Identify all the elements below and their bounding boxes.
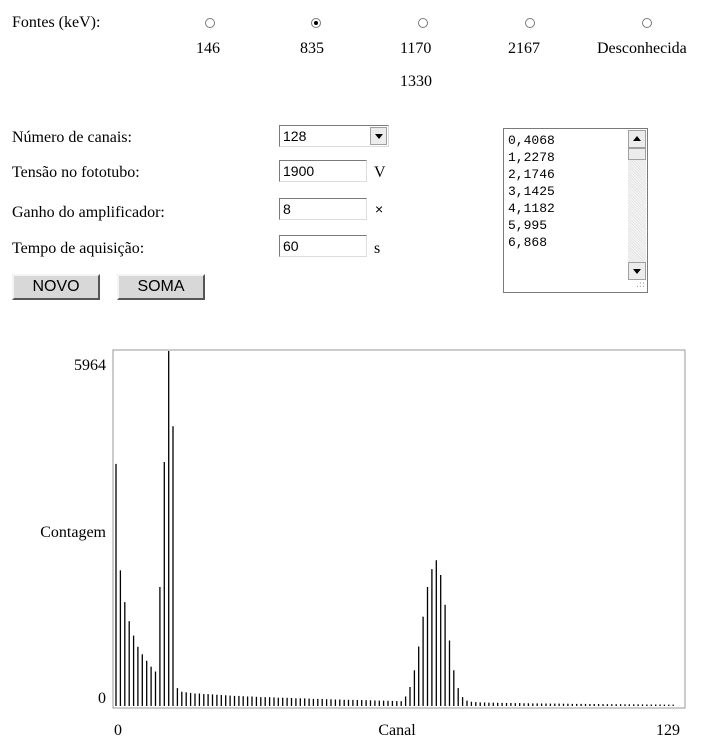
x-axis-label: Canal bbox=[378, 722, 416, 739]
y-tick-label-max: 5964 bbox=[74, 357, 106, 374]
gain-value: 8 bbox=[283, 201, 291, 217]
source-option-label: 2167 bbox=[508, 40, 540, 57]
voltage-input[interactable]: 1900 bbox=[279, 160, 367, 182]
channels-label: Número de canais: bbox=[12, 129, 132, 146]
counts-lines: 0,4068 1,2278 2,1746 3,1425 4,1182 5,995… bbox=[508, 132, 555, 251]
gain-input[interactable]: 8 bbox=[279, 198, 367, 220]
time-unit: s bbox=[374, 240, 381, 257]
radio-button[interactable] bbox=[418, 18, 428, 28]
counts-line: 6,868 bbox=[508, 235, 548, 250]
x-tick-label-min: 0 bbox=[114, 722, 122, 739]
time-input[interactable]: 60 bbox=[279, 235, 367, 257]
counts-line: 3,1425 bbox=[508, 184, 555, 199]
radio-button[interactable] bbox=[205, 18, 215, 28]
scroll-up-icon[interactable] bbox=[628, 130, 646, 148]
radio-button-selected[interactable] bbox=[311, 18, 321, 28]
counts-line: 0,4068 bbox=[508, 133, 555, 148]
source-option-label: Desconhecida bbox=[597, 40, 687, 57]
y-tick-label-min: 0 bbox=[98, 690, 106, 707]
channels-select[interactable]: 128 bbox=[279, 125, 389, 147]
plot-area bbox=[112, 349, 686, 709]
source-option-label-line2: 1330 bbox=[400, 73, 432, 90]
gain-unit: × bbox=[375, 201, 384, 217]
scroll-thumb[interactable] bbox=[628, 148, 646, 160]
sum-button[interactable]: SOMA bbox=[117, 274, 205, 300]
gain-label: Ganho do amplificador: bbox=[12, 204, 165, 221]
voltage-unit: V bbox=[374, 164, 386, 181]
counts-line: 5,995 bbox=[508, 218, 548, 233]
sources-label: Fontes (keV): bbox=[12, 14, 101, 31]
counts-line: 4,1182 bbox=[508, 201, 555, 216]
radio-button[interactable] bbox=[525, 18, 535, 28]
channels-value: 128 bbox=[283, 128, 307, 144]
bars-group bbox=[115, 351, 674, 706]
counts-textarea[interactable]: 0,4068 1,2278 2,1746 3,1425 4,1182 5,995… bbox=[503, 128, 648, 293]
vertical-scrollbar[interactable] bbox=[628, 130, 646, 280]
scroll-down-icon[interactable] bbox=[628, 262, 646, 280]
source-option-label: 146 bbox=[196, 40, 220, 57]
voltage-label: Tensão no fototubo: bbox=[12, 164, 140, 181]
time-value: 60 bbox=[283, 238, 299, 254]
counts-line: 1,2278 bbox=[508, 150, 555, 165]
y-axis-label: Contagem bbox=[40, 524, 106, 541]
x-tick-label-max: 129 bbox=[656, 722, 680, 739]
source-option-label: 835 bbox=[300, 40, 324, 57]
new-button[interactable]: NOVO bbox=[12, 274, 100, 300]
source-option-label: 1170 bbox=[400, 40, 432, 57]
voltage-value: 1900 bbox=[283, 163, 315, 179]
chevron-down-icon[interactable] bbox=[370, 127, 387, 145]
counts-line: 2,1746 bbox=[508, 167, 555, 182]
time-label: Tempo de aquisição: bbox=[12, 240, 145, 257]
resize-grip-icon[interactable]: .:: bbox=[636, 280, 645, 290]
radio-button[interactable] bbox=[642, 18, 652, 28]
